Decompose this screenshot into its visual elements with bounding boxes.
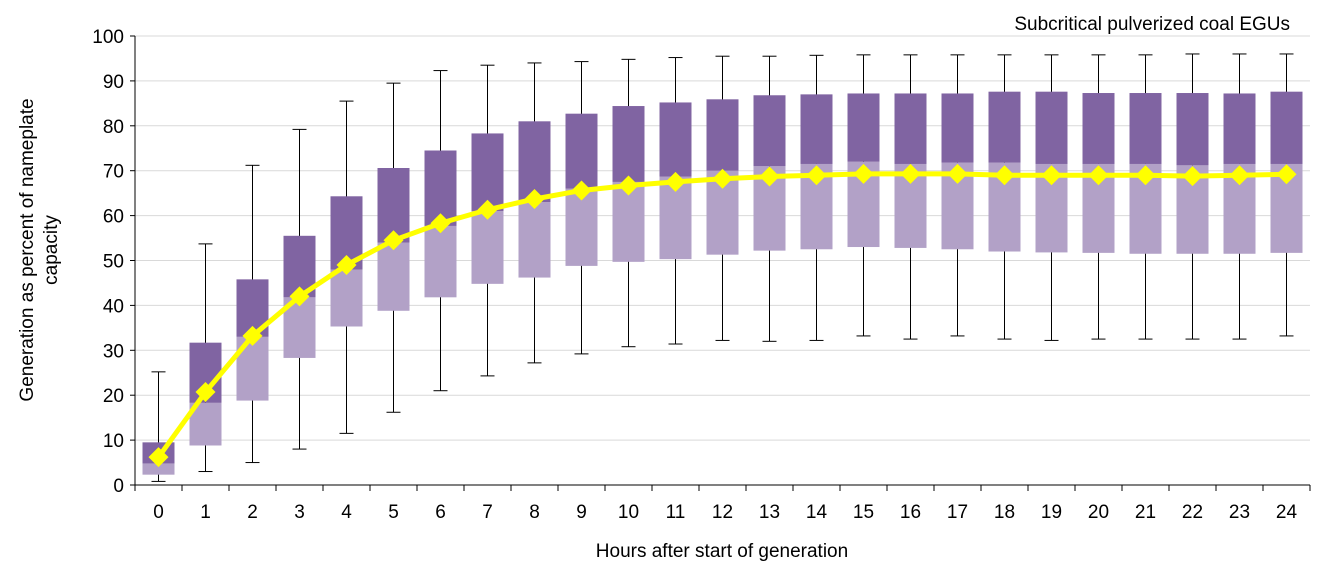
- x-tick-label: 7: [482, 502, 493, 523]
- x-tick-label: 2: [247, 502, 258, 523]
- mean-marker: [759, 166, 780, 187]
- x-tick-label: 10: [618, 502, 639, 523]
- x-tick-label: 23: [1229, 502, 1250, 523]
- box-lower: [518, 202, 551, 278]
- mean-marker: [665, 171, 686, 192]
- box-upper: [659, 102, 692, 177]
- y-axis-title: Generation as percent of nameplate capac…: [17, 98, 62, 401]
- x-tick-label: 16: [900, 502, 921, 523]
- box-upper: [612, 106, 645, 182]
- x-tick-label: 4: [341, 502, 352, 523]
- box-layer: [142, 53, 1303, 482]
- mean-marker: [1182, 166, 1203, 187]
- chart-annotation: Subcritical pulverized coal EGUs: [1014, 14, 1290, 35]
- mean-marker: [430, 213, 451, 234]
- mean-marker: [1229, 165, 1250, 186]
- y-tick-label: 40: [103, 296, 124, 317]
- x-tick-label: 14: [806, 502, 828, 523]
- box-lower: [565, 188, 598, 266]
- box-upper: [941, 93, 974, 163]
- x-axis-title: Hours after start of generation: [596, 541, 848, 562]
- box-upper: [1082, 93, 1115, 164]
- y-axis-title-line-1: Generation as percent of nameplate: [17, 98, 38, 401]
- mean-marker: [712, 168, 733, 189]
- box-lower: [330, 269, 363, 327]
- box-upper: [706, 99, 739, 171]
- x-tick-label: 1: [200, 502, 211, 523]
- mean-marker: [947, 163, 968, 184]
- x-tick-label: 21: [1135, 502, 1156, 523]
- x-tick-label: 12: [712, 502, 733, 523]
- box-upper: [377, 168, 410, 243]
- mean-marker: [571, 180, 592, 201]
- x-tick-label: 22: [1182, 502, 1203, 523]
- box-upper: [1176, 93, 1209, 166]
- box-upper: [1035, 91, 1068, 164]
- mean-marker: [1041, 165, 1062, 186]
- box-upper: [471, 133, 504, 212]
- y-tick-label: 100: [92, 27, 124, 48]
- box-upper: [518, 121, 551, 203]
- mean-marker: [1088, 165, 1109, 186]
- x-tick-label: 19: [1041, 502, 1062, 523]
- box-lower: [471, 211, 504, 284]
- box-upper: [847, 93, 880, 162]
- box-upper: [753, 95, 786, 167]
- x-tick-label: 18: [994, 502, 1015, 523]
- mean-marker: [336, 254, 357, 275]
- mean-marker: [289, 286, 310, 307]
- mean-marker: [195, 382, 216, 403]
- box-upper: [565, 113, 598, 189]
- mean-marker: [994, 165, 1015, 186]
- y-tick-label: 20: [103, 386, 124, 407]
- x-tick-label: 24: [1276, 502, 1298, 523]
- y-axis-title-line-2: capacity: [41, 215, 62, 285]
- mean-marker: [383, 230, 404, 251]
- mean-marker: [853, 163, 874, 184]
- y-tick-label: 10: [103, 431, 124, 452]
- x-tick-label: 9: [576, 502, 587, 523]
- x-tick-label: 13: [759, 502, 780, 523]
- box-lower: [424, 225, 457, 298]
- box-upper: [1223, 93, 1256, 164]
- x-tick-label: 6: [435, 502, 446, 523]
- y-tick-label: 90: [103, 72, 124, 93]
- mean-marker: [242, 325, 263, 346]
- box-lower: [377, 242, 410, 311]
- y-tick-label: 0: [113, 476, 124, 497]
- x-tick-label: 20: [1088, 502, 1109, 523]
- y-tick-label: 70: [103, 162, 124, 183]
- mean-marker: [477, 199, 498, 220]
- box-upper: [988, 91, 1021, 163]
- mean-marker: [524, 188, 545, 209]
- mean-marker: [900, 163, 921, 184]
- x-tick-label: 3: [294, 502, 305, 523]
- x-tick-label: 11: [666, 502, 686, 523]
- box-upper: [800, 94, 833, 164]
- y-tick-label: 60: [103, 207, 124, 228]
- mean-marker: [618, 175, 639, 196]
- x-tick-label: 15: [853, 502, 874, 523]
- box-upper: [894, 93, 927, 164]
- mean-marker: [1276, 164, 1297, 185]
- box-upper: [1129, 93, 1162, 164]
- mean-marker: [806, 165, 827, 186]
- box-lower: [142, 463, 175, 475]
- mean-marker: [1135, 165, 1156, 186]
- box-upper: [1270, 91, 1303, 164]
- y-tick-label: 80: [103, 117, 124, 138]
- x-tick-label: 17: [947, 502, 968, 523]
- x-tick-label: 8: [529, 502, 540, 523]
- y-tick-label: 50: [103, 252, 124, 273]
- x-tick-label: 0: [153, 502, 164, 523]
- line-layer: [148, 163, 1297, 468]
- x-tick-label: 5: [388, 502, 399, 523]
- mean-marker: [148, 447, 169, 468]
- y-tick-label: 30: [103, 341, 124, 362]
